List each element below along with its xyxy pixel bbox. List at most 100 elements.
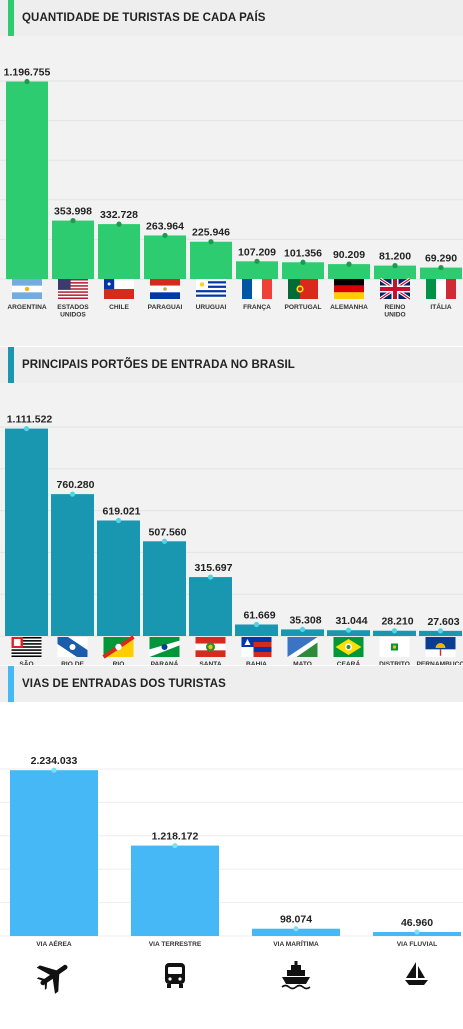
- bar-chile: [98, 224, 140, 279]
- data-label: 315.697: [195, 562, 233, 574]
- bar-argentina: [6, 82, 48, 279]
- bar-marker: [51, 768, 56, 773]
- category-label: PERNAMBUCO: [417, 661, 463, 665]
- data-label: 507.560: [149, 526, 187, 538]
- data-label: 760.280: [57, 479, 95, 491]
- pernambuco-flag: [426, 637, 456, 657]
- data-label: 332.728: [100, 209, 138, 221]
- category-label: SANTACATARINA: [194, 661, 228, 665]
- data-label: 1.218.172: [152, 831, 199, 843]
- bar-via-terrestre: [131, 846, 219, 936]
- category-label: CHILE: [109, 304, 129, 311]
- data-label: 619.021: [103, 505, 141, 517]
- bar-marker: [293, 926, 298, 931]
- germany-flag: [334, 279, 364, 299]
- bar-marker: [254, 259, 259, 264]
- data-label: 90.209: [333, 249, 365, 261]
- section-title: QUANTIDADE DE TURISTAS DE CADA PAÍS: [22, 12, 266, 24]
- data-label: 69.290: [425, 253, 457, 265]
- bar-marker: [300, 260, 305, 265]
- airplane-icon: [32, 953, 77, 998]
- ceara-flag: [334, 637, 364, 657]
- bar-sao-paulo: [5, 429, 48, 636]
- usa-flag: [58, 279, 88, 299]
- data-label: 31.044: [335, 615, 367, 627]
- data-label: 2.234.033: [31, 755, 78, 767]
- data-label: 35.308: [289, 614, 321, 626]
- uruguay-flag: [196, 279, 226, 299]
- france-flag: [242, 279, 272, 299]
- data-label: 353.998: [54, 206, 92, 218]
- data-label: 81.200: [379, 251, 411, 263]
- category-label: PARANÁ: [151, 659, 179, 665]
- data-label: 46.960: [401, 917, 433, 929]
- bahia-flag: [242, 637, 272, 657]
- category-label: ARGENTINA: [7, 304, 46, 311]
- category-label: VIA TERRESTRE: [149, 941, 202, 948]
- rio-grande-do-sul-flag: [104, 637, 134, 657]
- bar-marker: [116, 518, 121, 523]
- category-label: URUGUAI: [196, 304, 227, 311]
- data-label: 1.111.522: [7, 414, 53, 426]
- bar-marker: [70, 492, 75, 497]
- bar-marker: [162, 233, 167, 238]
- section-title: PRINCIPAIS PORTÕES DE ENTRADA NO BRASIL: [22, 359, 295, 371]
- argentina-flag: [12, 279, 42, 299]
- bar-rio-grande-do-sul: [97, 520, 140, 636]
- bar-marker: [208, 239, 213, 244]
- distrito-federal-flag: [380, 637, 410, 657]
- chile-flag: [104, 279, 134, 299]
- accent-bar: [8, 0, 14, 36]
- section-header-gates: PRINCIPAIS PORTÕES DE ENTRADA NO BRASIL: [0, 347, 463, 383]
- portugal-flag: [288, 279, 318, 299]
- category-label: FRANÇA: [243, 304, 271, 311]
- category-label: ALEMANHA: [330, 304, 368, 311]
- section-header-countries: QUANTIDADE DE TURISTAS DE CADA PAÍS: [0, 0, 463, 36]
- bar-marker: [162, 539, 167, 544]
- category-label: ITÁLIA: [430, 302, 451, 311]
- data-label: 27.603: [427, 616, 459, 628]
- bar-marker: [24, 79, 29, 84]
- bar-parana: [143, 541, 186, 636]
- bar-marker: [438, 265, 443, 270]
- bar-rio-de-janeiro: [51, 494, 94, 636]
- accent-bar: [8, 347, 14, 383]
- category-label: VIA MARÍTIMA: [273, 939, 319, 948]
- bar-marker: [438, 628, 443, 633]
- category-label: MATOGROSSODO SUL: [288, 661, 317, 665]
- italy-flag: [426, 279, 456, 299]
- section-header-routes: VIAS DE ENTRADAS DOS TURISTAS: [0, 666, 463, 702]
- bar-marker: [254, 622, 259, 627]
- category-label: RIOGRANDEDO SUL: [104, 661, 133, 665]
- ship-icon: [282, 961, 310, 989]
- data-label: 101.356: [284, 247, 322, 259]
- uk-flag: [380, 279, 410, 299]
- sailboat-icon: [405, 962, 428, 985]
- bar-marker: [208, 574, 213, 579]
- bar-via-aerea: [10, 770, 98, 936]
- mato-grosso-do-sul-flag: [288, 637, 318, 657]
- data-label: 28.210: [381, 616, 413, 628]
- parana-flag: [150, 637, 180, 657]
- bar-marker: [116, 221, 121, 226]
- category-label: RIO DEJANEIRO: [58, 661, 87, 665]
- accent-bar: [8, 666, 14, 702]
- rio-de-janeiro-flag: [58, 637, 88, 657]
- bar-marker: [346, 262, 351, 267]
- paraguay-flag: [150, 279, 180, 299]
- category-label: DISTRITOFEDERAL: [379, 661, 410, 665]
- bar-marker: [300, 627, 305, 632]
- bar-uruguai: [190, 242, 232, 279]
- bar-paraguai: [144, 235, 186, 279]
- bar-marker: [70, 218, 75, 223]
- data-label: 225.946: [192, 227, 230, 239]
- category-label: BAHIA: [246, 661, 267, 665]
